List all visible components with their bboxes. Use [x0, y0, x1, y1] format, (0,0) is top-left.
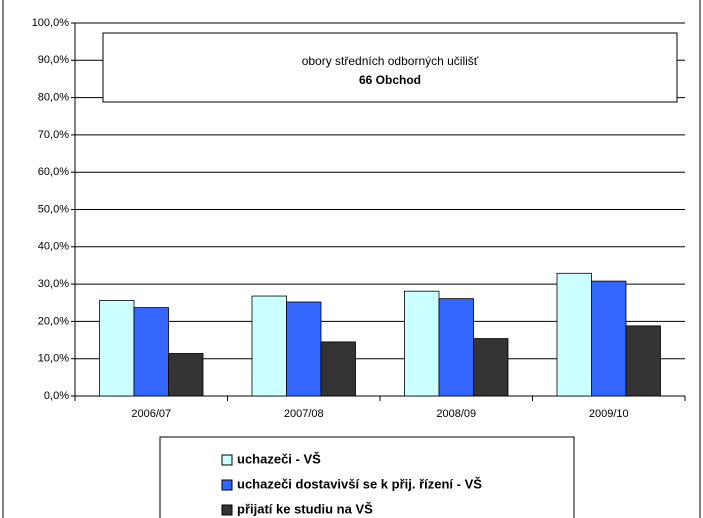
- y-tick-label: 10,0%: [38, 353, 69, 365]
- x-tick-label: 2009/10: [589, 408, 629, 420]
- legend-swatch: [221, 454, 233, 466]
- bar: [251, 295, 287, 397]
- y-tick-label: 20,0%: [38, 315, 69, 327]
- bar: [168, 353, 204, 397]
- legend-label: uchazeči dostavivší se k přij. řízení - …: [237, 476, 482, 491]
- annotation-box: [102, 32, 678, 103]
- bar: [625, 325, 661, 397]
- bar: [556, 272, 592, 397]
- legend-label: přijatí ke studiu na VŠ: [237, 501, 373, 516]
- legend-swatch: [221, 504, 233, 516]
- x-tick-label: 2006/07: [131, 408, 171, 420]
- bar: [404, 290, 440, 397]
- y-tick-label: 80,0%: [38, 92, 69, 104]
- bar: [133, 307, 169, 397]
- y-tick-label: 100,0%: [32, 17, 70, 29]
- annotation-text: obory středních odborných učilišť: [302, 54, 479, 68]
- bar: [286, 301, 322, 397]
- bar: [99, 300, 135, 397]
- y-tick-label: 50,0%: [38, 203, 69, 215]
- bar: [473, 338, 509, 397]
- y-tick-label: 30,0%: [38, 278, 69, 290]
- bar: [320, 341, 356, 397]
- bar: [438, 298, 474, 397]
- legend-label: uchazeči - VŠ: [237, 451, 321, 466]
- annotation-text: 66 Obchod: [359, 73, 421, 87]
- bar: [591, 280, 627, 397]
- legend-swatch: [221, 479, 233, 491]
- y-tick-label: 70,0%: [38, 129, 69, 141]
- y-tick-label: 90,0%: [38, 54, 69, 66]
- y-tick-label: 0,0%: [44, 390, 69, 402]
- x-tick-label: 2008/09: [436, 408, 476, 420]
- x-tick-label: 2007/08: [284, 408, 324, 420]
- y-tick-label: 40,0%: [38, 241, 69, 253]
- y-tick-label: 60,0%: [38, 166, 69, 178]
